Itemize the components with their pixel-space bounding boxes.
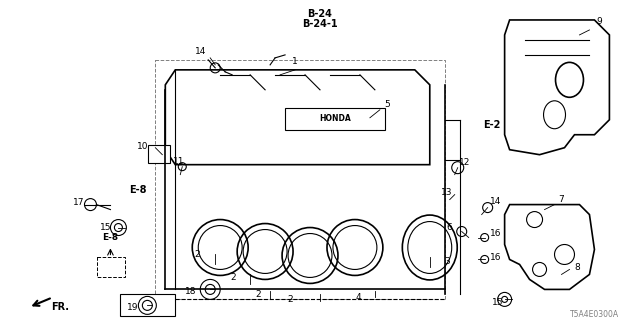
Text: 1: 1 (292, 57, 298, 66)
Text: 10: 10 (136, 142, 148, 151)
Text: 2: 2 (255, 290, 261, 299)
Text: 13: 13 (441, 188, 452, 197)
Bar (285, 108, 385, 130)
Text: 9: 9 (596, 18, 602, 27)
Text: E-8: E-8 (130, 185, 147, 195)
Text: 18: 18 (184, 287, 196, 296)
Text: 2: 2 (230, 273, 236, 282)
Text: 4: 4 (355, 293, 361, 302)
Text: 5: 5 (384, 100, 390, 109)
Text: 3: 3 (444, 257, 450, 266)
Text: E-2: E-2 (483, 120, 500, 130)
Text: 7: 7 (559, 195, 564, 204)
Text: 16: 16 (490, 253, 501, 262)
Text: 16: 16 (490, 229, 501, 238)
Bar (148, 145, 170, 163)
Text: 6: 6 (447, 223, 452, 232)
Text: HONDA: HONDA (319, 114, 351, 123)
Text: B-24-1: B-24-1 (302, 19, 338, 29)
Text: E-8: E-8 (102, 233, 118, 242)
Text: T5A4E0300A: T5A4E0300A (570, 310, 619, 319)
Text: 2: 2 (287, 295, 293, 304)
Bar (120, 294, 175, 316)
Text: 12: 12 (459, 158, 470, 167)
Text: 17: 17 (73, 198, 84, 207)
Text: 19: 19 (127, 303, 138, 312)
Bar (156, 60, 445, 300)
Text: FR.: FR. (52, 302, 70, 312)
Text: 8: 8 (575, 263, 580, 272)
Text: 2: 2 (195, 250, 200, 259)
Text: 11: 11 (173, 157, 184, 166)
Text: 14: 14 (195, 47, 206, 56)
Text: B-24: B-24 (308, 9, 332, 19)
Bar (97, 258, 125, 277)
Text: 15: 15 (492, 298, 504, 307)
Text: 15: 15 (100, 223, 111, 232)
Text: 14: 14 (490, 197, 501, 206)
